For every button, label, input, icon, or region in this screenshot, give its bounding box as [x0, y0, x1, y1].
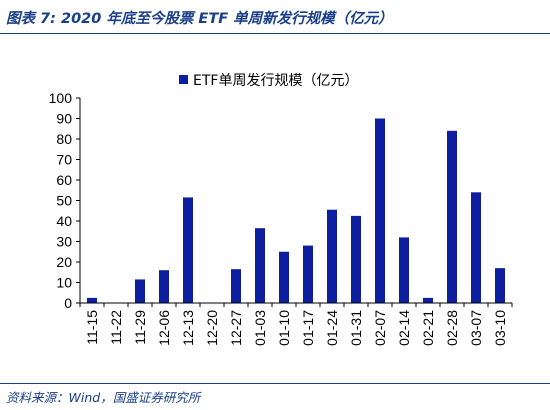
x-tick-label: 01-03 — [252, 310, 268, 346]
x-tick-label: 11-22 — [108, 310, 124, 345]
bar-02-07 — [375, 118, 385, 303]
x-tick-label: 11-29 — [132, 310, 148, 345]
x-tick-label: 12-06 — [156, 310, 172, 346]
x-tick-label: 02-21 — [420, 310, 436, 346]
x-tick-label: 02-07 — [372, 310, 388, 346]
bar-12-13 — [183, 197, 193, 303]
y-tick-label: 0 — [64, 295, 72, 311]
bar-11-29 — [135, 279, 145, 303]
bar-01-31 — [351, 215, 361, 304]
bars — [87, 118, 505, 304]
legend-label: ETF单周发行规模（亿元） — [193, 73, 358, 89]
x-tick-label: 12-27 — [228, 310, 244, 346]
x-tick-label: 11-15 — [84, 310, 100, 345]
x-tick-label: 01-17 — [300, 310, 316, 346]
y-tick-label: 70 — [56, 152, 72, 168]
bar-03-07 — [471, 192, 481, 303]
y-tick-label: 30 — [56, 234, 72, 250]
x-tick-label: 03-07 — [468, 310, 484, 346]
bar-02-14 — [399, 237, 409, 303]
x-tick-label: 02-14 — [396, 310, 412, 346]
chart-legend: ETF单周发行规模（亿元） — [179, 73, 358, 89]
x-tick-label: 01-24 — [324, 310, 340, 346]
bar-02-28 — [447, 130, 457, 303]
bar-02-21 — [423, 297, 433, 304]
y-tick-label: 90 — [56, 111, 72, 127]
bar-01-10 — [279, 251, 289, 303]
source-rule — [0, 383, 550, 384]
x-tick-label: 12-13 — [180, 310, 196, 346]
y-tick-label: 100 — [49, 90, 73, 106]
title-rule — [0, 33, 550, 34]
bar-11-15 — [87, 297, 97, 304]
y-tick-label: 40 — [56, 213, 72, 229]
x-tick-label: 02-28 — [444, 310, 460, 346]
figure-title: 图表 7: 2020 年底至今股票 ETF 单周新发行规模（亿元） — [6, 11, 393, 27]
y-tick-label: 60 — [56, 172, 72, 188]
bar-chart: ETF单周发行规模（亿元） 0 10 20 30 40 50 60 70 80 90 100 11-1… — [49, 73, 513, 346]
bar-01-03 — [255, 228, 265, 303]
x-tick-label: 12-20 — [204, 310, 220, 346]
x-tick-label: 01-31 — [348, 310, 364, 346]
x-tick-label: 01-10 — [276, 310, 292, 346]
legend-swatch — [179, 75, 188, 84]
source-note: 资料来源：Wind，国盛证券研究所 — [6, 390, 201, 405]
y-tick-label: 80 — [56, 131, 72, 147]
bar-03-10 — [495, 268, 505, 303]
bar-01-17 — [303, 245, 313, 303]
x-tick-label: 03-10 — [492, 310, 508, 346]
bar-12-27 — [231, 269, 241, 303]
y-tick-label: 50 — [56, 193, 72, 209]
bar-01-24 — [327, 209, 337, 303]
bar-12-06 — [159, 270, 169, 303]
axes: 0 10 20 30 40 50 60 70 80 90 100 11-15 11-22 11-29 12-… — [49, 90, 513, 346]
y-tick-label: 10 — [56, 275, 72, 291]
y-tick-label: 20 — [56, 254, 72, 270]
